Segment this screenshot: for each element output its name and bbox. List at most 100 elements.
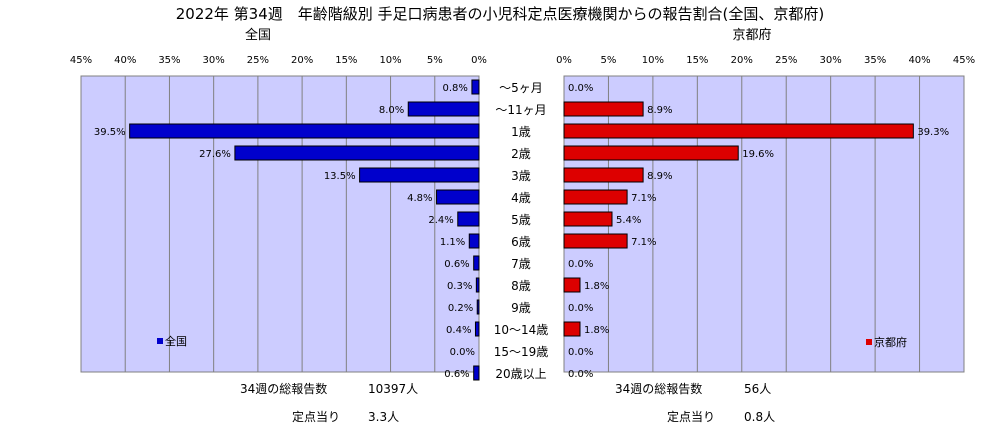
- kyoto-x-ticks: 0% 5% 10% 15% 20% 25% 30% 35% 40% 45%: [556, 55, 975, 66]
- value-label: 0.0%: [568, 259, 593, 270]
- value-label: 13.5%: [324, 171, 356, 182]
- x-tick-label: 15%: [335, 55, 357, 66]
- value-label: 0.6%: [444, 369, 469, 380]
- x-tick-label: 15%: [686, 55, 708, 66]
- value-label: 0.4%: [446, 325, 471, 336]
- x-tick-label: 40%: [908, 55, 930, 66]
- value-label: 8.9%: [647, 171, 672, 182]
- category-label: ～11ヶ月: [495, 103, 546, 117]
- bar: [471, 79, 480, 95]
- national-per-site-label: 定点当り: [292, 409, 340, 424]
- category-label: 3歳: [511, 169, 531, 183]
- national-per-site-value: 3.3人: [368, 410, 399, 424]
- national-panel: 45% 40% 35% 30% 25% 20% 15% 10% 5% 0% 0.8% 8.0% 39.…: [70, 55, 487, 381]
- value-label: 0.0%: [568, 347, 593, 358]
- value-label: 2.4%: [428, 215, 453, 226]
- age-category-labels: ～5ヶ月 ～11ヶ月 1歳 2歳 3歳 4歳 5歳 6歳 7歳 8歳 9歳 10～14歳 15～19歳 2…: [494, 81, 549, 381]
- national-bars: [129, 79, 480, 381]
- bar: [473, 365, 480, 381]
- value-label: 19.6%: [742, 149, 774, 160]
- x-tick-label: 0%: [556, 55, 572, 66]
- kyoto-value-labels: 0.0% 8.9% 39.3% 19.6% 8.9% 7.1% 5.4% 7.1% 0.0% 1.…: [568, 83, 949, 380]
- national-total-label: 34週の総報告数: [240, 381, 327, 396]
- national-subtitle: 全国: [245, 27, 271, 43]
- category-label: 7歳: [511, 257, 531, 271]
- x-tick-label: 10%: [642, 55, 664, 66]
- category-label: 8歳: [511, 279, 531, 293]
- bar: [475, 277, 480, 293]
- x-tick-label: 20%: [731, 55, 753, 66]
- national-total-value: 10397人: [368, 382, 418, 396]
- x-tick-label: 5%: [427, 55, 443, 66]
- bar: [473, 255, 480, 271]
- value-label: 7.1%: [631, 193, 656, 204]
- x-tick-label: 30%: [203, 55, 225, 66]
- value-label: 0.3%: [447, 281, 472, 292]
- bar: [129, 123, 480, 139]
- bar: [407, 101, 480, 117]
- bar: [234, 145, 480, 161]
- kyoto-panel: 0% 5% 10% 15% 20% 25% 30% 35% 40% 45% 0.0% 8.9% 39.…: [556, 55, 975, 380]
- x-tick-label: 0%: [471, 55, 487, 66]
- value-label: 1.8%: [584, 325, 609, 336]
- x-tick-label: 20%: [291, 55, 313, 66]
- kyoto-legend: 京都府: [866, 335, 907, 349]
- x-tick-label: 35%: [864, 55, 886, 66]
- category-label: 6歳: [511, 235, 531, 249]
- bar: [563, 211, 613, 227]
- category-label: 10～14歳: [494, 323, 549, 337]
- value-label: 0.2%: [448, 303, 473, 314]
- category-label: 15～19歳: [494, 345, 549, 359]
- bar: [563, 101, 644, 117]
- bar: [457, 211, 480, 227]
- x-tick-label: 35%: [158, 55, 180, 66]
- bar: [563, 167, 644, 183]
- bar: [563, 123, 914, 139]
- national-legend-label: 全国: [165, 334, 187, 348]
- national-value-labels: 0.8% 8.0% 39.5% 27.6% 13.5% 4.8% 2.4% 1.1% 0.6% 0…: [94, 83, 475, 380]
- national-x-ticks: 45% 40% 35% 30% 25% 20% 15% 10% 5% 0%: [70, 55, 487, 66]
- kyoto-per-site-value: 0.8人: [744, 410, 775, 424]
- bar: [359, 167, 480, 183]
- category-label: 1歳: [511, 125, 531, 139]
- value-label: 0.0%: [568, 369, 593, 380]
- value-label: 0.0%: [450, 347, 475, 358]
- x-tick-label: 10%: [379, 55, 401, 66]
- kyoto-total-value: 56人: [744, 382, 771, 396]
- kyoto-legend-swatch: [866, 339, 872, 345]
- x-tick-label: 45%: [70, 55, 92, 66]
- category-label: 5歳: [511, 213, 531, 227]
- kyoto-bars: [563, 101, 914, 337]
- bar: [563, 189, 628, 205]
- category-label: 20歳以上: [495, 367, 546, 381]
- value-label: 0.0%: [568, 83, 593, 94]
- value-label: 8.0%: [379, 105, 404, 116]
- category-label: ～5ヶ月: [499, 81, 543, 95]
- value-label: 5.4%: [616, 215, 641, 226]
- value-label: 0.0%: [568, 303, 593, 314]
- bar: [468, 233, 480, 249]
- value-label: 1.1%: [440, 237, 465, 248]
- bar: [563, 233, 628, 249]
- national-legend-swatch: [157, 338, 163, 344]
- x-tick-label: 45%: [953, 55, 975, 66]
- bar: [436, 189, 480, 205]
- value-label: 0.6%: [444, 259, 469, 270]
- x-tick-label: 30%: [820, 55, 842, 66]
- national-plot-area: [80, 75, 480, 373]
- bar: [563, 321, 581, 337]
- kyoto-per-site-label: 定点当り: [667, 409, 715, 424]
- category-label: 9歳: [511, 301, 531, 315]
- category-label: 2歳: [511, 147, 531, 161]
- category-label: 4歳: [511, 191, 531, 205]
- kyoto-total-label: 34週の総報告数: [615, 381, 702, 396]
- value-label: 8.9%: [647, 105, 672, 116]
- x-tick-label: 5%: [601, 55, 617, 66]
- value-label: 0.8%: [443, 83, 468, 94]
- x-tick-label: 40%: [114, 55, 136, 66]
- bar: [474, 321, 480, 337]
- national-legend: 全国: [157, 334, 187, 348]
- kyoto-subtitle: 京都府: [732, 28, 771, 43]
- x-tick-label: 25%: [775, 55, 797, 66]
- value-label: 39.3%: [917, 127, 949, 138]
